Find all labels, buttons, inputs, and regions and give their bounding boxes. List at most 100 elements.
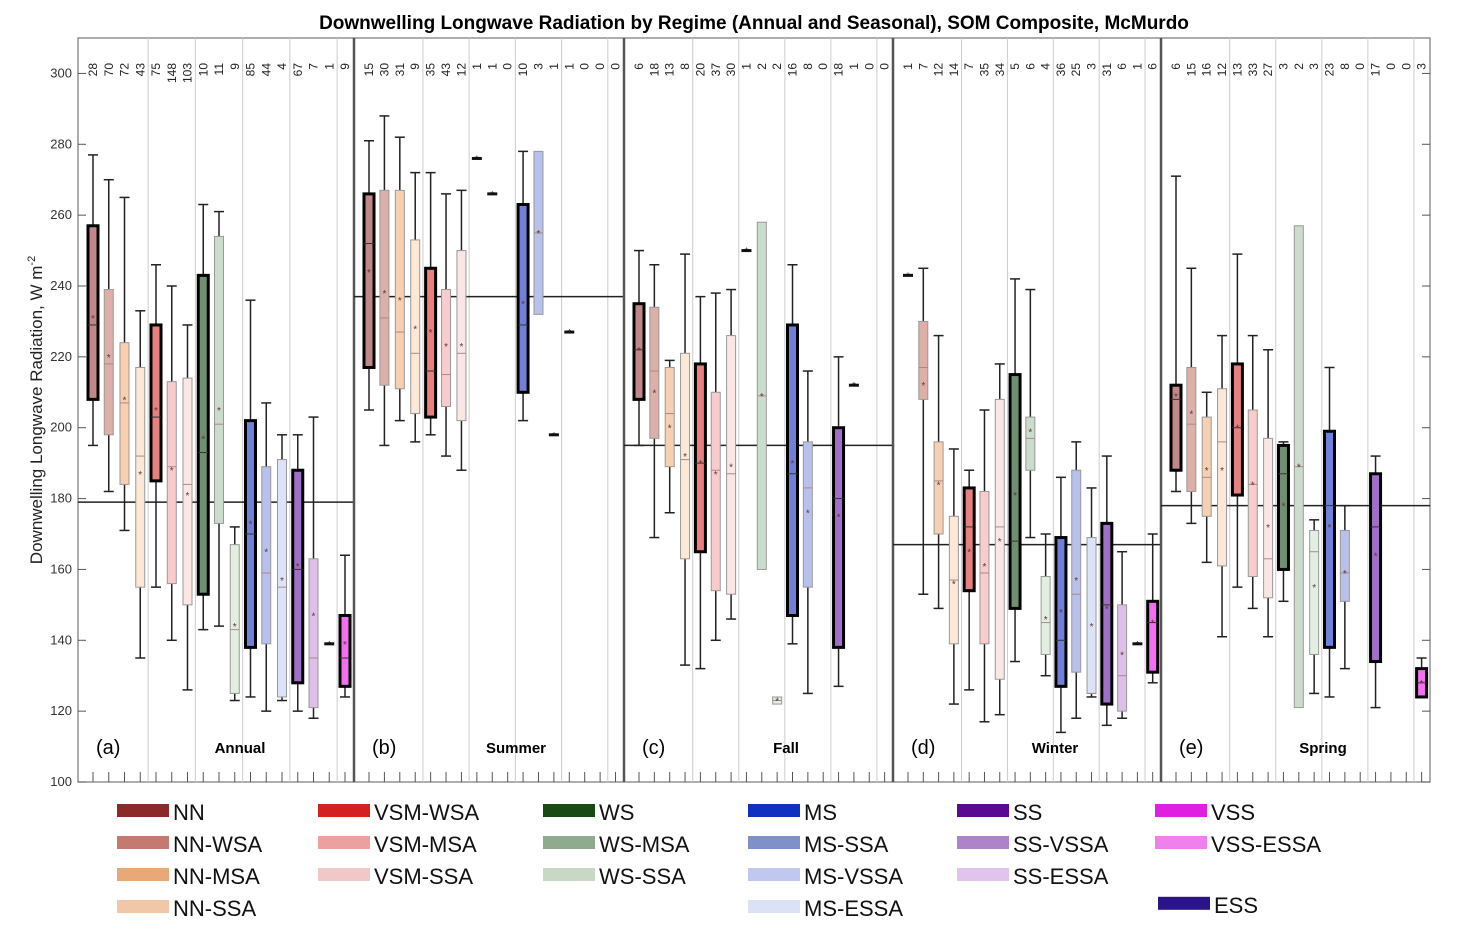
sample-count: 67 [291, 63, 305, 77]
box-iqr [933, 441, 944, 535]
box-iqr [832, 426, 846, 649]
box-iqr [166, 381, 177, 585]
y-tick-label: 200 [50, 420, 72, 435]
box-ss: * [832, 356, 846, 688]
legend: NN NN-WSA NN-MSA NN-SSA VSM-WSA VSM-MSA VSM-SS… [117, 800, 1321, 921]
sample-count: 37 [709, 63, 723, 77]
box-nn-wsa: * [103, 178, 114, 493]
box-iqr [1117, 604, 1128, 712]
box-vsm-msa: * [710, 292, 721, 642]
box-iqr [277, 459, 287, 698]
legend-label-nn-wsa: NN-WSA [173, 832, 263, 857]
season-label: Summer [486, 740, 546, 757]
mean-marker: * [429, 328, 433, 339]
box-iqr [726, 335, 737, 595]
box-iqr [710, 391, 721, 592]
box-ws-ssa: * [772, 696, 783, 708]
box-vsm-msa: * [166, 285, 177, 642]
mean-marker: * [490, 190, 494, 201]
box-iqr [1054, 536, 1068, 688]
sample-count: 9 [338, 63, 352, 70]
sample-count: 1 [1130, 63, 1144, 70]
sample-count: 1 [739, 63, 753, 70]
legend-swatch-ms-essa [748, 900, 800, 913]
sample-count: 43 [133, 63, 147, 77]
mean-marker: * [967, 548, 971, 559]
box-nn: * [362, 139, 376, 411]
mean-marker: * [1151, 619, 1155, 630]
legend-swatch-nn-ssa [117, 900, 169, 913]
mean-marker: * [327, 640, 331, 651]
sample-count: 0 [816, 63, 830, 70]
legend-swatch-vsm-msa [318, 836, 370, 849]
mean-marker: * [343, 640, 347, 651]
box-nn: * [632, 249, 646, 447]
box-nn: * [1169, 175, 1183, 493]
mean-marker: * [806, 509, 810, 520]
mean-marker: * [1205, 466, 1209, 477]
box-nn-msa: * [119, 196, 130, 532]
sample-count: 30 [377, 63, 391, 77]
box-iqr [229, 544, 240, 694]
sample-count: 1 [901, 63, 915, 70]
panel-label: (c) [642, 737, 665, 759]
sample-count: 0 [609, 63, 623, 70]
mean-marker: * [186, 491, 190, 502]
box-iqr [1247, 409, 1258, 578]
mean-marker: * [937, 480, 941, 491]
sample-count: 20 [693, 63, 707, 77]
box-ms-ssa: * [1339, 504, 1350, 670]
box-vsm-wsa: * [693, 295, 707, 670]
mean-marker: * [1374, 551, 1378, 562]
legend-swatch-ms-vssa [748, 868, 800, 881]
sample-count: 148 [165, 63, 179, 83]
sample-count: 75 [149, 63, 163, 77]
box-vsm-ssa: * [456, 189, 467, 471]
box-iqr [693, 362, 707, 554]
sample-count: 14 [947, 63, 961, 77]
box-nn-ssa: * [410, 171, 421, 443]
box-iqr [516, 203, 530, 394]
y-axis-label: Downwelling Longwave Radiation, W m-2 [26, 256, 46, 564]
box-nn-wsa: * [649, 263, 660, 539]
mean-marker: * [459, 342, 463, 353]
sample-count: 1 [547, 63, 561, 70]
box-ws-ssa: * [1309, 519, 1320, 695]
box-iqr [424, 266, 438, 419]
sample-count: 17 [1369, 63, 1383, 77]
sample-count: 36 [1054, 63, 1068, 77]
box-ws-msa: * [756, 221, 767, 570]
sample-count: 3 [531, 63, 545, 70]
mean-marker: * [154, 406, 158, 417]
box-nn: * [86, 154, 100, 447]
box-iqr [410, 239, 421, 415]
box-ss: * [564, 328, 575, 339]
box-iqr [362, 192, 376, 369]
sample-count: 2 [770, 63, 784, 70]
sample-count: 44 [259, 63, 273, 77]
legend-label-ms-ssa: MS-SSA [804, 832, 889, 857]
sample-count: 0 [1353, 63, 1367, 70]
box-iqr [1146, 599, 1160, 674]
mean-marker: * [760, 392, 764, 403]
box-iqr [1169, 383, 1183, 472]
mean-marker: * [775, 697, 779, 708]
sample-count: 30 [724, 63, 738, 77]
mean-marker: * [998, 537, 1002, 548]
box-ws-msa: * [1293, 225, 1304, 709]
sample-count: 15 [362, 63, 376, 77]
box-iqr [664, 366, 675, 468]
mean-marker: * [444, 342, 448, 353]
legend-swatch-ms [748, 804, 800, 817]
sample-count: 12 [1215, 63, 1229, 77]
box-ss: * [1369, 455, 1383, 709]
mean-marker: * [475, 154, 479, 165]
box-ws: * [741, 247, 752, 258]
sample-count: 34 [993, 63, 1007, 77]
legend-swatch-ess [1158, 896, 1210, 910]
sample-count: 9 [228, 63, 242, 70]
y-tick-label: 220 [50, 349, 72, 364]
box-ms: * [244, 299, 257, 698]
box-ms-ssa: * [802, 370, 813, 695]
